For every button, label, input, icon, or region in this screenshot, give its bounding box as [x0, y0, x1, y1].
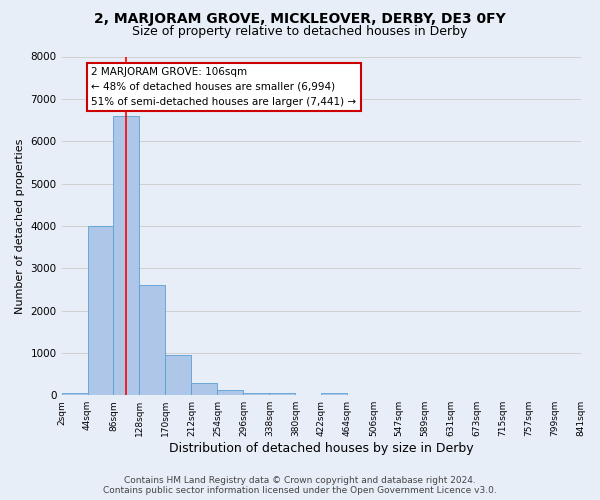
Text: Size of property relative to detached houses in Derby: Size of property relative to detached ho… [133, 25, 467, 38]
Text: 2 MARJORAM GROVE: 106sqm
← 48% of detached houses are smaller (6,994)
51% of sem: 2 MARJORAM GROVE: 106sqm ← 48% of detach… [91, 67, 356, 106]
Text: Contains HM Land Registry data © Crown copyright and database right 2024.
Contai: Contains HM Land Registry data © Crown c… [103, 476, 497, 495]
Text: 2, MARJORAM GROVE, MICKLEOVER, DERBY, DE3 0FY: 2, MARJORAM GROVE, MICKLEOVER, DERBY, DE… [94, 12, 506, 26]
Bar [113, 116, 139, 395]
Bar [166, 355, 191, 395]
Bar [269, 392, 295, 395]
X-axis label: Distribution of detached houses by size in Derby: Distribution of detached houses by size … [169, 442, 473, 455]
Bar [244, 392, 269, 395]
Bar [217, 390, 244, 395]
Bar [62, 393, 88, 395]
Bar [322, 392, 347, 395]
Bar [88, 226, 113, 395]
Bar [191, 382, 217, 395]
Y-axis label: Number of detached properties: Number of detached properties [15, 138, 25, 314]
Bar [139, 285, 166, 395]
